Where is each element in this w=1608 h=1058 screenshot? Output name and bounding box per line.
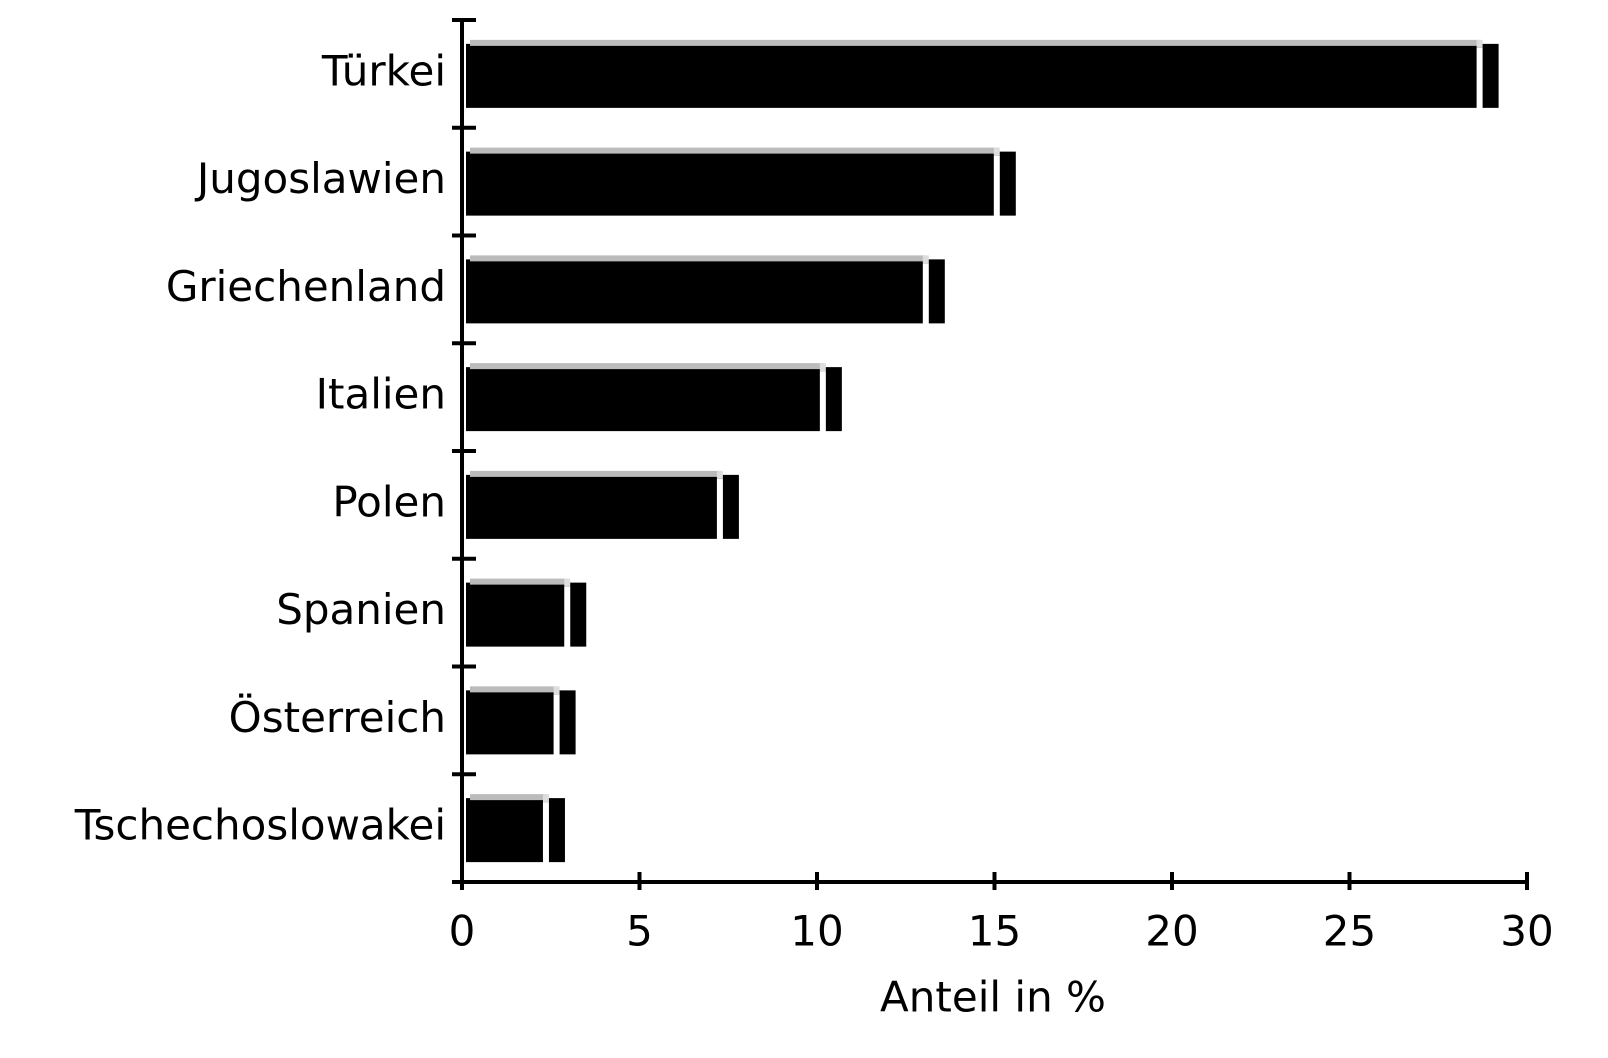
bar-side-gap [564,586,571,651]
bar-side-edge [922,255,929,264]
bar-side-edge [993,147,1000,156]
bar-side-gap [553,694,560,759]
bar-side-edge [1476,39,1483,48]
x-tick-label: 25 [1323,907,1376,956]
bar-side-gap [542,802,549,867]
y-tick-label: Italien [316,370,446,419]
y-tick-label: Griechenland [166,262,446,311]
bar-side-edge [553,686,560,695]
y-tick-label: Tschechoslowakei [74,801,446,850]
x-tick-label: 5 [626,907,653,956]
bar-side-gap [819,371,826,436]
bar [466,798,565,863]
bar-side-gap [993,155,1000,220]
bar-top-shade [470,470,721,477]
x-tick-label: 10 [790,907,843,956]
bar [466,43,1499,108]
y-tick-label: Spanien [276,585,446,634]
bar-side-edge [716,470,723,479]
y-tick-label: Polen [332,477,446,526]
y-tick-label: Jugoslawien [194,154,446,203]
bar-top-shade [470,686,558,693]
bar-side-edge [542,794,549,803]
bar [466,259,945,324]
bar-top-shade [470,794,547,801]
bar-side-gap [716,478,723,543]
bar [466,151,1016,216]
bar-top-shade [470,363,824,370]
x-tick-label: 20 [1145,907,1198,956]
x-tick-label: 0 [449,907,476,956]
x-axis-label: Anteil in % [880,973,1106,1022]
bar-top-shade [470,147,998,154]
y-tick-label: Österreich [229,692,446,742]
bar-top-shade [470,39,1481,46]
bar-side-edge [819,363,826,372]
bar-side-gap [1476,47,1483,112]
bar [466,367,842,432]
bar-side-gap [922,263,929,328]
y-tick-label: Türkei [321,46,446,95]
bar-top-shade [470,255,927,262]
x-tick-label: 15 [968,907,1021,956]
bar [466,474,739,539]
bar-top-shade [470,578,569,585]
bar-side-edge [564,578,571,587]
x-tick-label: 30 [1500,907,1553,956]
